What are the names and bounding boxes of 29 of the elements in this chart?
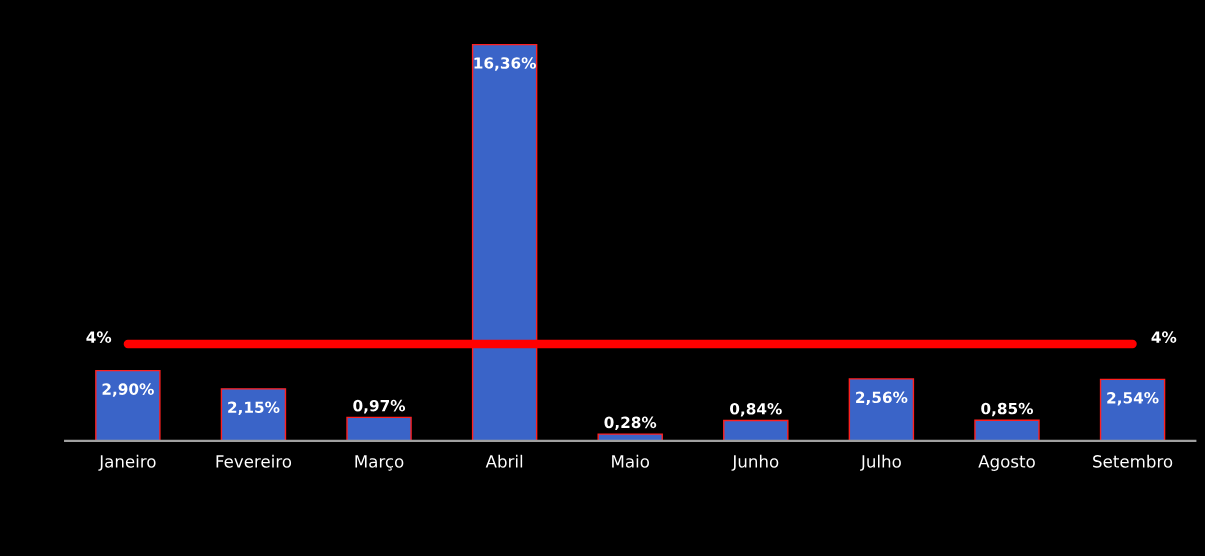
annotation: 4% (1151, 331, 1177, 343)
data-label: 0,97% (353, 399, 406, 414)
bar (974, 419, 1040, 441)
bar (95, 369, 161, 441)
bar (471, 43, 538, 441)
x-tick-label: Março (355, 455, 404, 471)
data-label: 16,36% (474, 57, 536, 71)
x-tick-label: Julho (860, 454, 901, 471)
data-label: 2,54% (1107, 392, 1159, 406)
data-label: 2,90% (102, 383, 154, 397)
x-tick-label: Setembro (1093, 454, 1173, 468)
data-label: 0,28% (604, 416, 657, 431)
x-tick-label: Junho (731, 454, 779, 471)
x-tick-label: Fevereiro (216, 454, 292, 468)
data-label: 0,84% (730, 403, 782, 417)
data-label: 2,15% (228, 401, 280, 415)
bar (1099, 378, 1166, 441)
bar (220, 388, 287, 441)
x-tick-label: Agosto (978, 455, 1035, 471)
data-label: 0,85% (981, 402, 1033, 417)
x-tick-label: Maio (612, 454, 650, 468)
bar (723, 419, 789, 441)
data-label: 2,56% (856, 391, 908, 406)
bar (346, 416, 412, 441)
bar (848, 378, 915, 441)
bar (597, 433, 663, 441)
x-tick-label: Janeiro (98, 454, 156, 471)
annotation: 4% (86, 331, 112, 343)
x-tick-label: Abril (485, 454, 523, 468)
